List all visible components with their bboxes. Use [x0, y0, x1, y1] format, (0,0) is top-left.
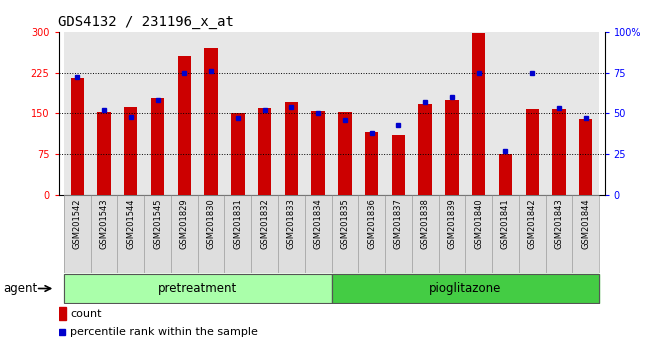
Bar [519, 32, 545, 195]
Bar [412, 32, 439, 195]
Bar [385, 195, 412, 273]
Bar [231, 113, 244, 195]
Bar [224, 195, 251, 273]
Text: GSM201839: GSM201839 [447, 199, 456, 249]
Bar [526, 109, 539, 195]
Bar [332, 195, 358, 273]
Text: GSM201831: GSM201831 [233, 199, 242, 249]
Bar [171, 32, 198, 195]
Bar [98, 112, 111, 195]
Text: percentile rank within the sample: percentile rank within the sample [70, 327, 258, 337]
Bar [198, 32, 224, 195]
Text: GSM201842: GSM201842 [528, 199, 537, 249]
Bar [258, 108, 271, 195]
Text: GSM201834: GSM201834 [313, 199, 322, 249]
Bar [552, 109, 566, 195]
Bar [385, 32, 412, 195]
Text: GSM201838: GSM201838 [421, 199, 430, 250]
Bar [492, 32, 519, 195]
Text: GSM201835: GSM201835 [341, 199, 350, 249]
Bar [545, 195, 573, 273]
Bar [305, 32, 332, 195]
Text: GSM201841: GSM201841 [501, 199, 510, 249]
Bar [519, 195, 545, 273]
Bar [499, 154, 512, 195]
Bar [144, 195, 171, 273]
Bar [177, 56, 191, 195]
Bar [64, 32, 90, 195]
Text: GSM201844: GSM201844 [581, 199, 590, 249]
Text: GSM201837: GSM201837 [394, 199, 403, 250]
Bar [573, 195, 599, 273]
Bar [198, 195, 224, 273]
Bar [358, 195, 385, 273]
Bar [332, 274, 599, 303]
Text: GSM201830: GSM201830 [207, 199, 216, 249]
Bar [64, 274, 332, 303]
Bar [144, 32, 171, 195]
Text: count: count [70, 309, 101, 319]
Bar [412, 195, 439, 273]
Bar [305, 195, 332, 273]
Bar [573, 32, 599, 195]
Bar [171, 195, 198, 273]
Text: GSM201543: GSM201543 [99, 199, 109, 249]
Bar [58, 307, 66, 320]
Text: GSM201544: GSM201544 [126, 199, 135, 249]
Text: GSM201832: GSM201832 [260, 199, 269, 249]
Bar [472, 33, 486, 195]
Bar [278, 195, 305, 273]
Text: GSM201545: GSM201545 [153, 199, 162, 249]
Text: GSM201836: GSM201836 [367, 199, 376, 250]
Text: GSM201542: GSM201542 [73, 199, 82, 249]
Text: GDS4132 / 231196_x_at: GDS4132 / 231196_x_at [58, 16, 235, 29]
Bar [358, 32, 385, 195]
Bar [311, 110, 325, 195]
Text: GSM201833: GSM201833 [287, 199, 296, 250]
Bar [492, 195, 519, 273]
Bar [90, 32, 118, 195]
Bar [465, 32, 492, 195]
Bar [124, 107, 137, 195]
Text: agent: agent [3, 282, 38, 295]
Bar [332, 274, 599, 303]
Bar [118, 195, 144, 273]
Text: pretreatment: pretreatment [158, 282, 237, 295]
Text: GSM201843: GSM201843 [554, 199, 564, 249]
Bar [365, 132, 378, 195]
Bar [285, 102, 298, 195]
Bar [64, 195, 90, 273]
Bar [439, 195, 465, 273]
Bar [445, 100, 459, 195]
Text: GSM201829: GSM201829 [180, 199, 188, 249]
Bar [64, 274, 332, 303]
Bar [71, 78, 84, 195]
Text: pioglitazone: pioglitazone [429, 282, 502, 295]
Bar [90, 195, 118, 273]
Bar [338, 112, 352, 195]
Bar [419, 103, 432, 195]
Bar [278, 32, 305, 195]
Bar [204, 48, 218, 195]
Text: GSM201840: GSM201840 [474, 199, 483, 249]
Bar [332, 32, 358, 195]
Bar [251, 32, 278, 195]
Bar [224, 32, 251, 195]
Bar [465, 195, 492, 273]
Bar [392, 135, 405, 195]
Bar [545, 32, 573, 195]
Bar [579, 119, 592, 195]
Bar [439, 32, 465, 195]
Bar [118, 32, 144, 195]
Bar [251, 195, 278, 273]
Bar [151, 98, 164, 195]
